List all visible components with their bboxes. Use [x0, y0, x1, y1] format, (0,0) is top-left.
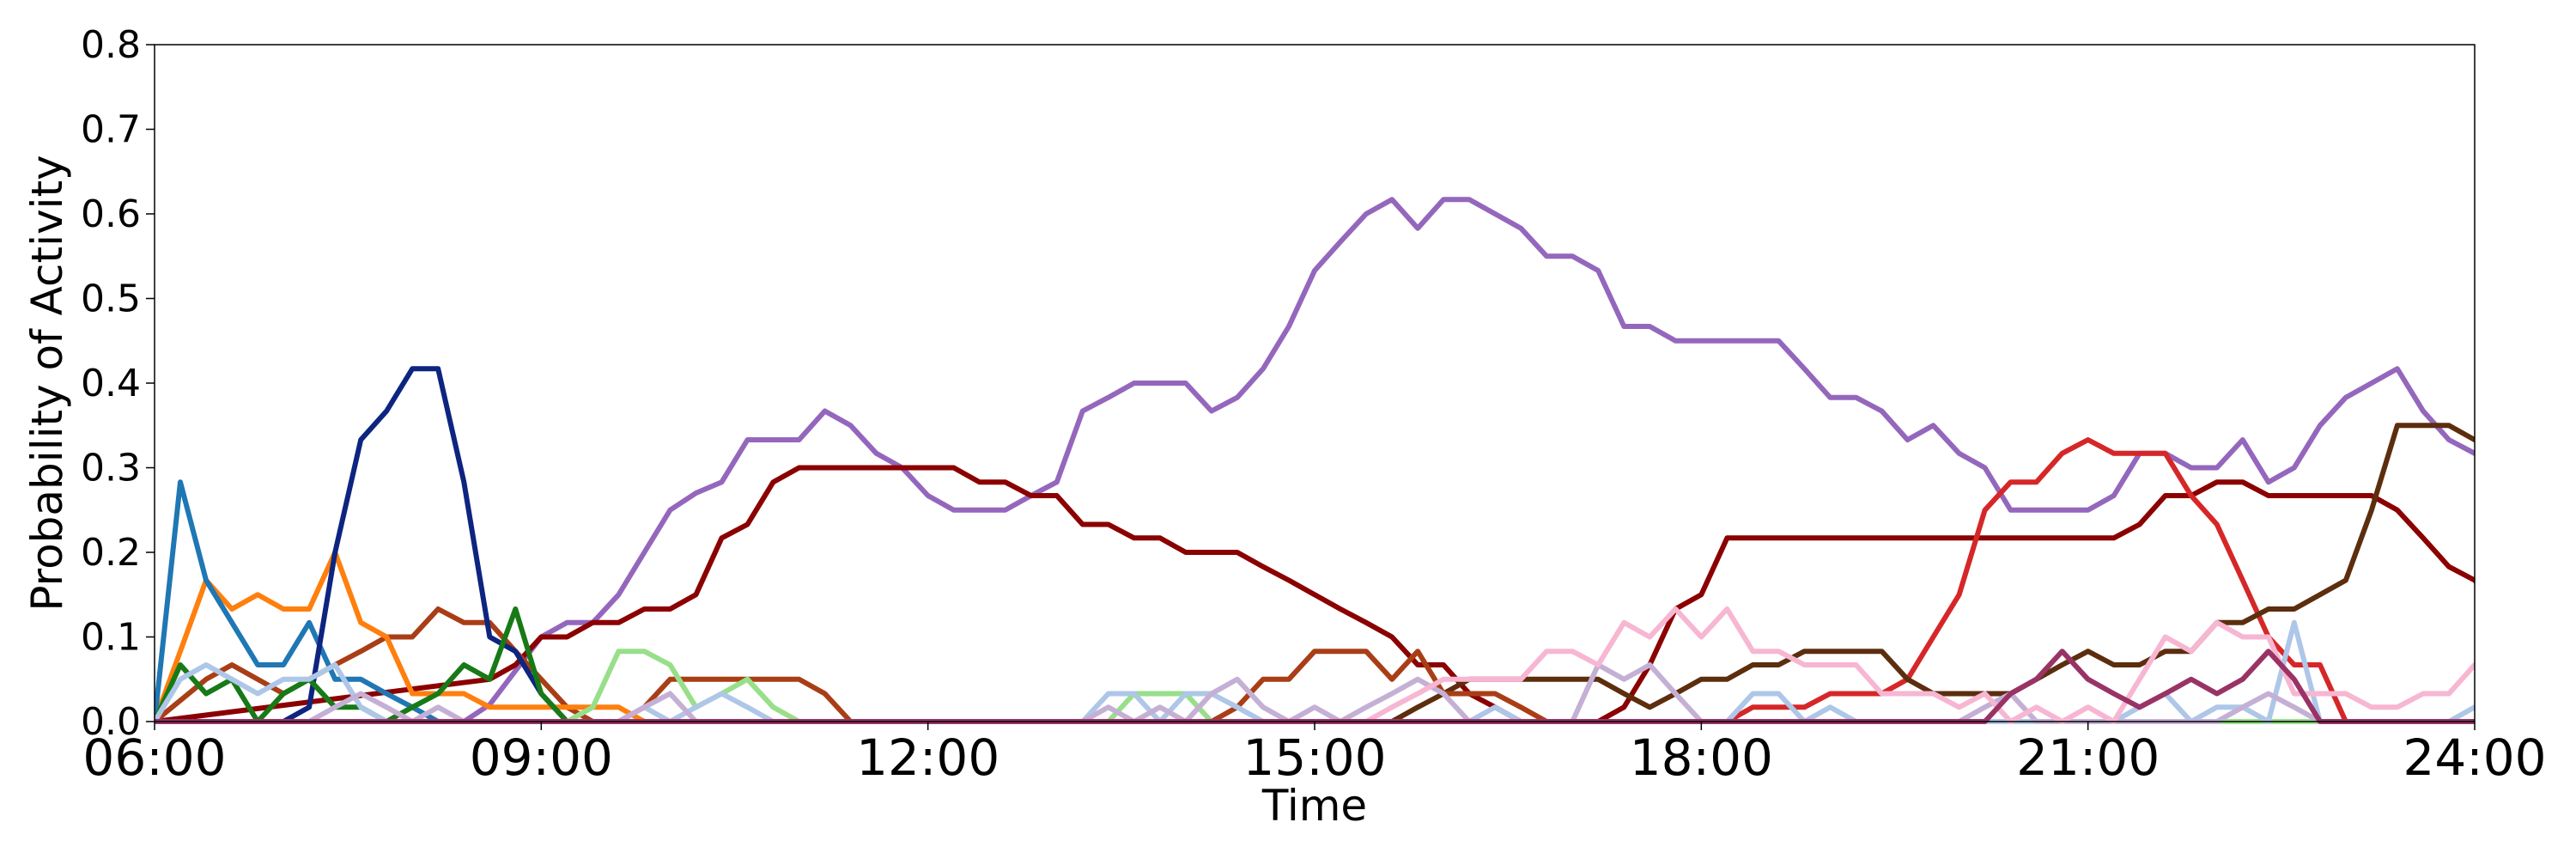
y-axis-ticks: 0.0 0.1 0.2 0.3 0.4 0.5 0.6 0.7 0.8 [81, 23, 155, 744]
series-line-3 [155, 437, 2475, 724]
x-tick-label: 06:00 [82, 728, 226, 787]
x-tick-label: 18:00 [1630, 728, 1773, 787]
series-line-4 [155, 423, 2475, 724]
y-tick-label: 0.0 [81, 700, 141, 744]
series-line-11 [155, 619, 2475, 724]
series-line-10 [155, 649, 2475, 724]
y-tick-label: 0.4 [81, 362, 141, 405]
y-tick-label: 0.8 [81, 23, 141, 67]
series-line-14 [155, 649, 2475, 724]
x-tick-label: 12:00 [856, 728, 999, 787]
y-tick-label: 0.3 [81, 447, 141, 490]
x-tick-label: 24:00 [2403, 728, 2546, 787]
series-line-5 [155, 606, 2475, 724]
x-tick-label: 15:00 [1242, 728, 1386, 787]
series-line-6 [155, 550, 2475, 724]
x-axis-title: Time [1261, 781, 1367, 831]
y-tick-label: 0.1 [81, 616, 141, 660]
x-tick-label: 09:00 [470, 728, 613, 787]
y-tick-label: 0.7 [81, 108, 141, 152]
series-line-1 [155, 197, 2475, 724]
series-line-2 [155, 465, 2475, 724]
x-axis-ticks: 06:00 09:00 12:00 15:00 18:00 21:00 24:00 [82, 722, 2547, 787]
x-tick-label: 21:00 [2016, 728, 2160, 787]
y-tick-label: 0.6 [81, 192, 141, 236]
y-tick-label: 0.5 [81, 277, 141, 321]
y-tick-label: 0.2 [81, 531, 141, 575]
y-axis-title: Probability of Activity [22, 155, 72, 611]
